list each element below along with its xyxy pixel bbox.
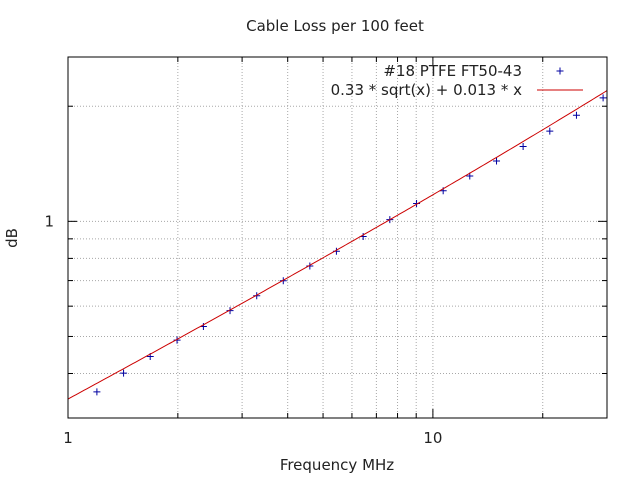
y-tick-label: 1 xyxy=(44,212,54,230)
legend-label: #18 PTFE FT50-43 xyxy=(383,62,522,80)
data-point xyxy=(572,111,580,119)
x-axis-label: Frequency MHz xyxy=(280,456,394,474)
plot-frame xyxy=(67,56,608,419)
data-point xyxy=(120,369,128,377)
data-point xyxy=(493,157,501,165)
data-point xyxy=(519,143,527,151)
data-point xyxy=(226,307,234,315)
data-point xyxy=(546,127,554,135)
chart-title: Cable Loss per 100 feet xyxy=(246,17,424,35)
legend-label: 0.33 * sqrt(x) + 0.013 * x xyxy=(331,81,522,99)
fit-curve xyxy=(67,90,608,400)
data-point xyxy=(413,200,421,208)
legend: #18 PTFE FT50-430.33 * sqrt(x) + 0.013 *… xyxy=(331,62,583,99)
legend-marker xyxy=(556,67,564,75)
plot-series xyxy=(67,90,608,400)
data-point xyxy=(253,292,261,300)
data-point xyxy=(599,94,607,102)
grid-lines xyxy=(68,57,607,418)
data-point xyxy=(93,388,101,396)
data-point xyxy=(279,277,287,285)
x-tick-label: 1 xyxy=(63,429,73,447)
x-tick-label: 10 xyxy=(423,429,442,447)
y-axis-label: dB xyxy=(3,228,21,248)
axis-ticks: 1 10 1 xyxy=(44,57,607,447)
